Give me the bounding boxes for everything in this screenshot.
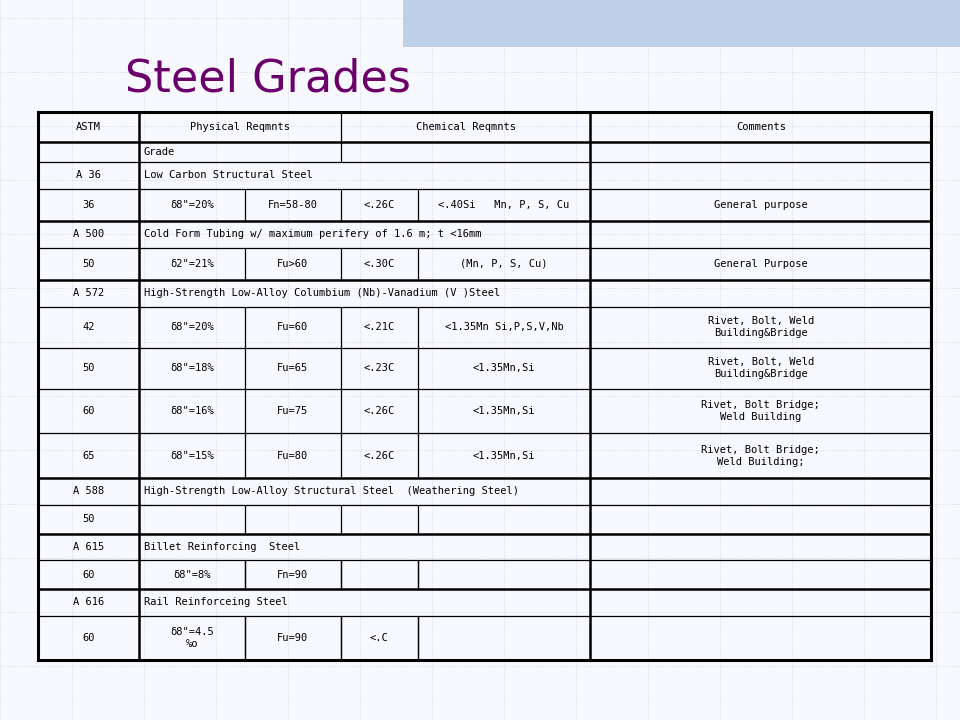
Text: General Purpose: General Purpose bbox=[714, 259, 807, 269]
Text: High-Strength Low-Alloy Structural Steel  (Weathering Steel): High-Strength Low-Alloy Structural Steel… bbox=[144, 487, 519, 496]
Text: Cold Form Tubing w/ maximum perifery of 1.6 m; t <16mm: Cold Form Tubing w/ maximum perifery of … bbox=[144, 230, 482, 239]
Text: 60: 60 bbox=[83, 570, 95, 580]
Text: <.21C: <.21C bbox=[364, 323, 395, 332]
Text: 65: 65 bbox=[83, 451, 95, 461]
Text: 50: 50 bbox=[83, 514, 95, 524]
Text: <1.35Mn Si,P,S,V,Nb: <1.35Mn Si,P,S,V,Nb bbox=[444, 323, 564, 332]
Text: Rivet, Bolt, Weld
Building&Bridge: Rivet, Bolt, Weld Building&Bridge bbox=[708, 358, 814, 379]
Text: <.30C: <.30C bbox=[364, 259, 395, 269]
Text: δ8"=18%: δ8"=18% bbox=[170, 364, 214, 373]
Text: Fn=58-80: Fn=58-80 bbox=[268, 200, 318, 210]
Text: δ8"=20%: δ8"=20% bbox=[170, 200, 214, 210]
Text: δ8"=8%: δ8"=8% bbox=[173, 570, 211, 580]
Text: 60: 60 bbox=[83, 406, 95, 416]
Text: <.40Si   Mn, P, S, Cu: <.40Si Mn, P, S, Cu bbox=[439, 200, 569, 210]
Text: General purpose: General purpose bbox=[714, 200, 807, 210]
Text: 42: 42 bbox=[83, 323, 95, 332]
Text: 60: 60 bbox=[83, 633, 95, 643]
Bar bbox=[403, 0, 960, 47]
Text: δ2"=21%: δ2"=21% bbox=[170, 259, 214, 269]
Text: <.23C: <.23C bbox=[364, 364, 395, 373]
Text: Rail Reinforceing Steel: Rail Reinforceing Steel bbox=[144, 598, 288, 607]
Text: 50: 50 bbox=[83, 364, 95, 373]
Text: 36: 36 bbox=[83, 200, 95, 210]
Text: A 615: A 615 bbox=[73, 542, 105, 552]
Text: <.26C: <.26C bbox=[364, 406, 395, 416]
Text: Steel Grades: Steel Grades bbox=[125, 58, 411, 101]
Text: Fu=90: Fu=90 bbox=[277, 633, 308, 643]
Text: Billet Reinforcing  Steel: Billet Reinforcing Steel bbox=[144, 542, 300, 552]
Text: <1.35Mn,Si: <1.35Mn,Si bbox=[472, 406, 536, 416]
Text: A 36: A 36 bbox=[76, 171, 102, 180]
Text: δ8"=4.5
%o: δ8"=4.5 %o bbox=[170, 627, 214, 649]
Text: Low Carbon Structural Steel: Low Carbon Structural Steel bbox=[144, 171, 313, 180]
Text: <1.35Mn,Si: <1.35Mn,Si bbox=[472, 364, 536, 373]
Text: ASTM: ASTM bbox=[76, 122, 102, 132]
Text: (Mn, P, S, Cu): (Mn, P, S, Cu) bbox=[460, 259, 548, 269]
Text: Fu=75: Fu=75 bbox=[277, 406, 308, 416]
Text: Fu=60: Fu=60 bbox=[277, 323, 308, 332]
Text: <1.35Mn,Si: <1.35Mn,Si bbox=[472, 451, 536, 461]
Text: Rivet, Bolt Bridge;
Weld Building;: Rivet, Bolt Bridge; Weld Building; bbox=[702, 445, 820, 467]
Text: Rivet, Bolt Bridge;
Weld Building: Rivet, Bolt Bridge; Weld Building bbox=[702, 400, 820, 422]
Text: δ8"=16%: δ8"=16% bbox=[170, 406, 214, 416]
Text: Comments: Comments bbox=[735, 122, 786, 132]
Text: A 572: A 572 bbox=[73, 289, 105, 298]
Text: Fn=90: Fn=90 bbox=[277, 570, 308, 580]
Text: A 588: A 588 bbox=[73, 487, 105, 496]
Text: Rivet, Bolt, Weld
Building&Bridge: Rivet, Bolt, Weld Building&Bridge bbox=[708, 317, 814, 338]
Text: High-Strength Low-Alloy Columbium (Nb)-Vanadium (V )Steel: High-Strength Low-Alloy Columbium (Nb)-V… bbox=[144, 289, 500, 298]
Text: Grade: Grade bbox=[144, 147, 176, 157]
Text: δ8"=15%: δ8"=15% bbox=[170, 451, 214, 461]
Text: 50: 50 bbox=[83, 259, 95, 269]
Text: <.26C: <.26C bbox=[364, 200, 395, 210]
Text: Physical Reqmnts: Physical Reqmnts bbox=[190, 122, 290, 132]
Text: <.26C: <.26C bbox=[364, 451, 395, 461]
Text: Chemical Reqmnts: Chemical Reqmnts bbox=[416, 122, 516, 132]
Text: Fu>60: Fu>60 bbox=[277, 259, 308, 269]
Text: <.C: <.C bbox=[370, 633, 389, 643]
Text: Fu=65: Fu=65 bbox=[277, 364, 308, 373]
Text: δ8"=20%: δ8"=20% bbox=[170, 323, 214, 332]
Text: Fu=80: Fu=80 bbox=[277, 451, 308, 461]
Text: A 616: A 616 bbox=[73, 598, 105, 607]
Text: A 500: A 500 bbox=[73, 230, 105, 239]
